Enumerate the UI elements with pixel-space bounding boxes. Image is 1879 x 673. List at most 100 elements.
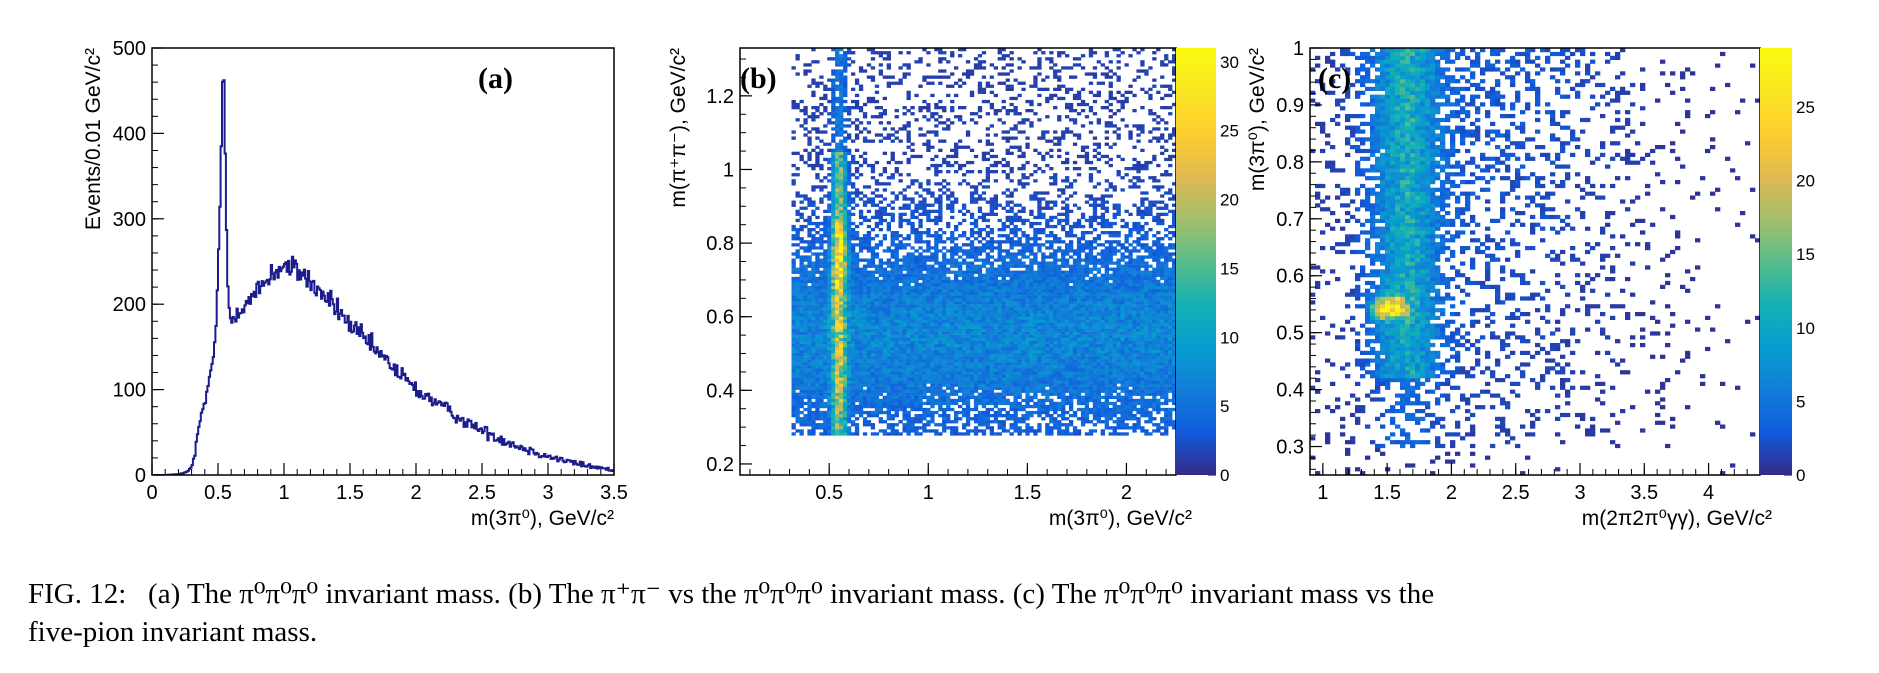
panel-b-cell: [1001, 240, 1006, 244]
panel-b-cell: [811, 429, 816, 433]
panel-b-cell: [1013, 331, 1018, 335]
panel-b-cell: [910, 267, 915, 271]
panel-b-cell: [922, 346, 927, 351]
panel-b-cell: [1001, 426, 1006, 430]
panel-b-cell: [958, 377, 963, 381]
panel-b-cell: [958, 273, 963, 277]
panel-b-cell: [894, 371, 899, 375]
panel-b-cell: [791, 258, 796, 262]
panel-b-cell: [831, 377, 836, 381]
panel-b-cell: [930, 401, 935, 406]
panel-b-cell: [791, 432, 796, 436]
panel-b-cell: [862, 328, 868, 332]
panel-b-cell: [803, 343, 808, 348]
panel-b-cell: [942, 285, 947, 290]
panel-b-cell: [1033, 237, 1038, 241]
panel-b-cell: [981, 349, 987, 354]
panel-b-cell: [878, 368, 883, 372]
panel-b-cell: [799, 200, 804, 204]
histogram-line: [152, 79, 614, 475]
panel-b-cell: [922, 386, 927, 390]
panel-b-cell: [1005, 136, 1010, 140]
panel-b-cell: [851, 404, 856, 409]
panel-b-cell: [926, 346, 931, 351]
panel-b-cell: [930, 316, 935, 320]
panel-b-cell: [965, 356, 971, 360]
panel-b-cell: [878, 115, 883, 119]
panel-b-cell: [942, 398, 947, 403]
panel-b-cell: [839, 243, 844, 247]
panel-b-cell: [854, 276, 860, 281]
panel-b-cell: [823, 209, 828, 213]
panel-b-cell: [1029, 289, 1034, 293]
panel-b-cell: [973, 282, 979, 287]
panel-b-cell: [938, 194, 943, 198]
panel-b-cell: [839, 255, 844, 259]
panel-b-cell: [1021, 343, 1026, 348]
panel-b-cell: [958, 261, 963, 265]
panel-b-cell: [946, 84, 951, 88]
panel-b-cell: [795, 398, 800, 403]
panel-b-cell: [1017, 154, 1022, 159]
panel-b-cell: [997, 118, 1002, 122]
panel-b-cell: [973, 365, 979, 369]
panel-b-cell: [914, 313, 919, 317]
panel-b-cell: [993, 282, 998, 287]
panel-b-cell: [803, 289, 808, 293]
panel-b-cell: [946, 404, 951, 409]
panel-b-cell: [866, 261, 872, 265]
panel-b-cell: [989, 273, 994, 277]
panel-b-cell: [962, 276, 967, 281]
panel-b-cell: [985, 282, 990, 287]
panel-b-cell: [985, 374, 990, 378]
panel-b-cell: [962, 292, 967, 296]
panel-b-cell: [969, 289, 975, 293]
panel-b-cell: [1021, 319, 1026, 323]
panel-b-cell: [954, 316, 959, 320]
panel-b-cell: [839, 228, 844, 232]
panel-b-cell: [1001, 371, 1006, 375]
panel-b-cell: [906, 243, 911, 247]
panel-b-cell: [1025, 142, 1030, 146]
panel-b-cell: [1009, 392, 1014, 396]
panel-b-cell: [851, 212, 856, 216]
panel-b-cell: [1021, 282, 1026, 287]
panel-b-cell: [839, 383, 844, 387]
panel-b-cell: [1013, 389, 1018, 393]
panel-b-cell: [906, 145, 911, 149]
panel-b-cell: [965, 133, 971, 137]
panel-b-cell: [969, 255, 975, 259]
panel-b-cell: [878, 215, 883, 220]
panel-b-cell: [914, 371, 919, 375]
panel-b-cell: [954, 383, 959, 387]
panel-b-cell: [1025, 392, 1030, 396]
panel-b-cell: [977, 60, 983, 64]
panel-b-cell: [989, 359, 994, 363]
panel-b-cell: [791, 325, 796, 329]
panel-b-cell: [962, 298, 967, 302]
panel-b-cell: [930, 234, 935, 238]
panel-b-cell: [890, 301, 895, 305]
panel-b-cell: [847, 261, 852, 265]
panel-b-cell: [839, 185, 844, 189]
panel-b-cell: [985, 313, 990, 317]
panel-b-cell: [843, 285, 848, 290]
panel-b-cell: [823, 380, 828, 384]
panel-b-cell: [835, 340, 840, 345]
panel-b-cell: [803, 194, 808, 198]
panel-b-cell: [946, 124, 951, 128]
panel-b-cell: [843, 301, 848, 305]
panel-b-cell: [918, 325, 923, 329]
panel-b-cell: [906, 420, 911, 424]
panel-b-cell: [958, 115, 963, 119]
panel-b-cell: [985, 170, 990, 174]
panel-b-cell: [851, 368, 856, 372]
panel-b-cell: [807, 163, 812, 168]
panel-b-cell: [815, 371, 820, 375]
panel-b-cell: [910, 298, 915, 302]
panel-b-cell: [1025, 398, 1030, 403]
panel-b-cell: [831, 420, 836, 424]
panel-b-cell: [950, 398, 955, 403]
panel-b-cell: [1005, 234, 1010, 238]
panel-b-cell: [958, 340, 963, 345]
